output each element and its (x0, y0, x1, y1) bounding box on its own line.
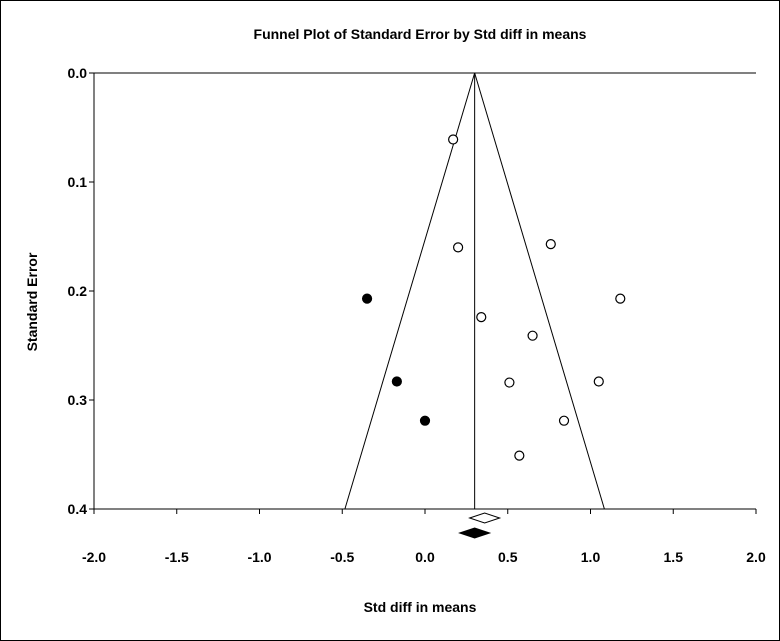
observed-summary-diamond (468, 512, 502, 524)
y-axis-label: Standard Error (24, 252, 40, 351)
chart-title: Funnel Plot of Standard Error by Std dif… (254, 26, 587, 42)
x-tick-label: 0.5 (498, 549, 518, 565)
funnel-right-limit (474, 72, 605, 510)
observed-study-point (453, 242, 464, 253)
observed-study-point (476, 312, 487, 323)
plot-area: -2.0 -1.5 -1.0 -0.5 0.0 0.5 1.0 1.5 2.0 0.0 0.1 0.2… (68, 65, 766, 565)
x-tick-label: -0.5 (330, 549, 354, 565)
observed-study-point (504, 377, 515, 388)
observed-study-point (558, 415, 570, 426)
x-tick-label: -1.0 (247, 549, 271, 565)
imputed-study-point (391, 376, 402, 387)
y-tick-label: 0.4 (68, 501, 88, 517)
x-axis-label: Std diff in means (364, 599, 477, 615)
observed-study-point (514, 450, 525, 461)
imputed-study-point (361, 293, 373, 304)
x-tick-label: 1.5 (664, 549, 684, 565)
x-tick-label: 2.0 (746, 549, 766, 565)
y-tick-label: 0.2 (68, 283, 88, 299)
y-tick-label: 0.0 (68, 65, 88, 81)
observed-study-point (615, 293, 626, 304)
observed-study-point (545, 239, 556, 250)
y-tick-label: 0.3 (68, 392, 88, 408)
x-tick-label: -1.5 (165, 549, 189, 565)
x-tick-label: 0.0 (415, 549, 435, 565)
y-tick-label: 0.1 (68, 174, 88, 190)
adjusted-summary-diamond (458, 527, 492, 539)
observed-study-point (448, 134, 459, 145)
observed-study-point (527, 330, 538, 341)
x-tick-label: -2.0 (82, 549, 106, 565)
imputed-study-point (419, 415, 431, 426)
x-tick-label: 1.0 (581, 549, 601, 565)
funnel-left-limit (344, 72, 476, 510)
observed-study-point (593, 376, 604, 387)
